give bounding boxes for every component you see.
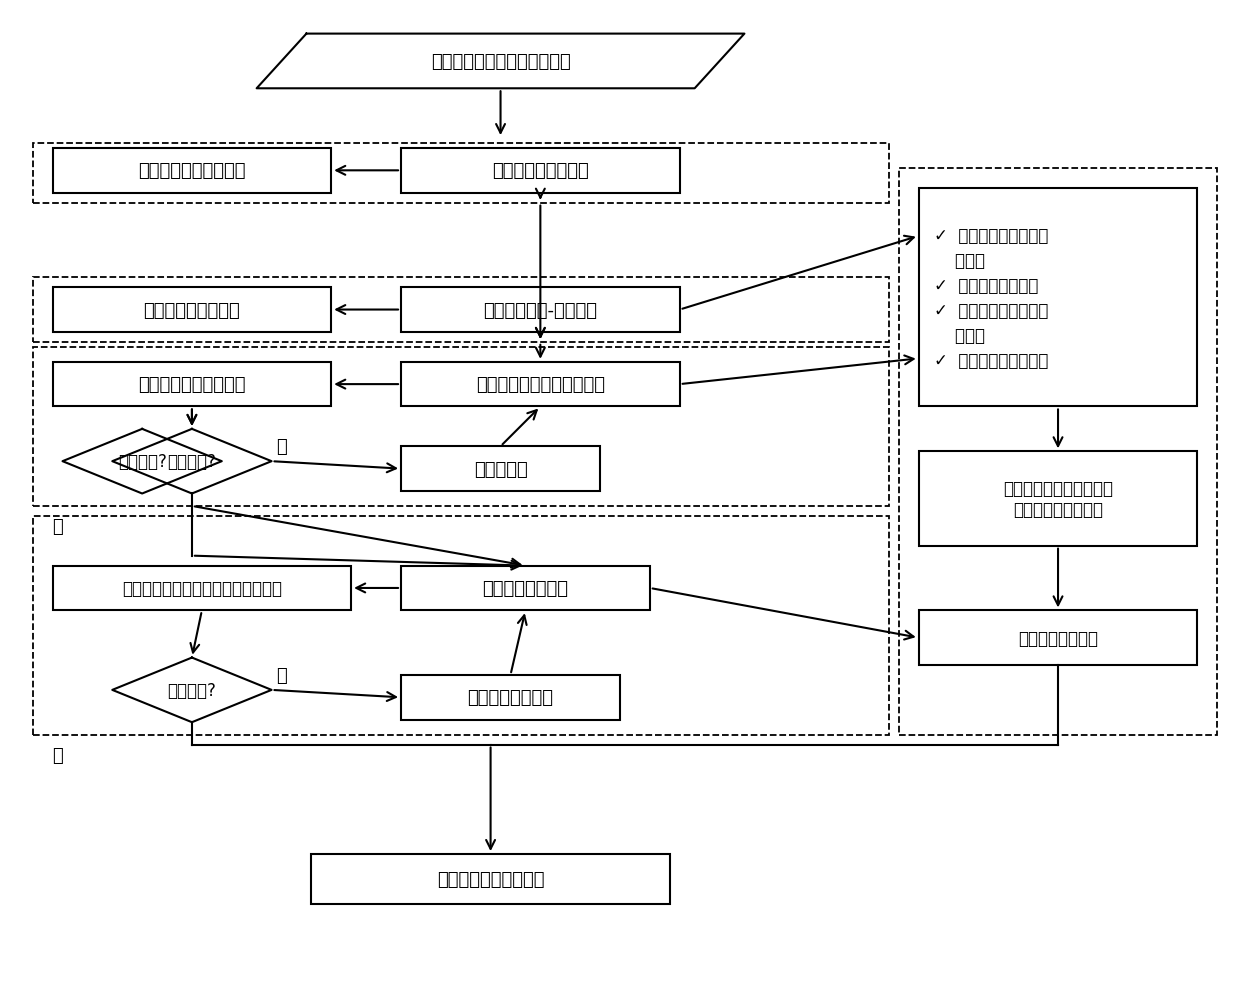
Bar — [401, 675, 620, 720]
Text: 高: 高 — [52, 745, 63, 764]
Polygon shape — [62, 430, 222, 494]
Text: 洞库岩体地质与水文地质条件: 洞库岩体地质与水文地质条件 — [430, 53, 570, 71]
Text: 全面水力效率试验: 全面水力效率试验 — [482, 580, 568, 598]
Text: 数值模拟与工程经验: 数值模拟与工程经验 — [492, 162, 589, 180]
Bar — [52, 149, 331, 193]
Text: ✓  气候、降雨与潮汐水
    位监测
✓  地表钻孔水文监测
✓  水幕巷道周边钻孔水
    文监测
✓  主洞室渗水量与位置: ✓ 气候、降雨与潮汐水 位监测 ✓ 地表钻孔水文监测 ✓ 水幕巷道周边钻孔水 文… — [934, 227, 1048, 369]
Text: 效率高低?: 效率高低? — [167, 453, 216, 470]
Bar — [52, 566, 351, 610]
Text: 水幕巷道、水幕孔整体水力传导效率: 水幕巷道、水幕孔整体水力传导效率 — [122, 580, 281, 598]
Bar — [919, 188, 1198, 407]
Bar — [919, 452, 1198, 546]
Text: 增补水幕孔: 增补水幕孔 — [474, 460, 527, 478]
Text: 水幕孔间水力传导效率: 水幕孔间水力传导效率 — [138, 376, 246, 393]
Bar — [401, 447, 600, 491]
Text: 低: 低 — [277, 667, 288, 684]
Bar — [401, 149, 680, 193]
Bar — [401, 288, 680, 332]
Bar — [32, 144, 889, 203]
Text: 高: 高 — [52, 518, 63, 535]
Text: 单水幕孔注水-回落试验: 单水幕孔注水-回落试验 — [484, 302, 598, 319]
Polygon shape — [113, 658, 272, 723]
Bar — [52, 288, 331, 332]
Bar — [899, 169, 1218, 735]
Text: 低: 低 — [277, 438, 288, 456]
Bar — [401, 363, 680, 407]
Text: 水幕系统初步设计参数: 水幕系统初步设计参数 — [138, 162, 246, 180]
Text: 围岩注浆封堵方案: 围岩注浆封堵方案 — [1018, 629, 1099, 647]
Bar — [32, 347, 889, 507]
Bar — [311, 854, 670, 904]
Text: 水幕系统与天然地下水、
主洞室间的水力联系: 水幕系统与天然地下水、 主洞室间的水力联系 — [1003, 479, 1114, 519]
Polygon shape — [257, 35, 744, 89]
Bar — [32, 278, 889, 342]
Polygon shape — [113, 430, 272, 494]
Text: 效率高低?: 效率高低? — [118, 453, 166, 470]
Text: 水幕孔岩体渗透系数: 水幕孔岩体渗透系数 — [144, 302, 241, 319]
Text: 效率高低?: 效率高低? — [167, 681, 216, 699]
Text: 优化水幕系统结构: 优化水幕系统结构 — [467, 688, 553, 707]
Text: 水幕系统结构优化设计: 水幕系统结构优化设计 — [436, 870, 544, 888]
Bar — [401, 566, 650, 610]
Text: 分区多水幕孔水力效率试验: 分区多水幕孔水力效率试验 — [476, 376, 605, 393]
Bar — [32, 517, 889, 735]
Bar — [919, 610, 1198, 666]
Bar — [52, 363, 331, 407]
